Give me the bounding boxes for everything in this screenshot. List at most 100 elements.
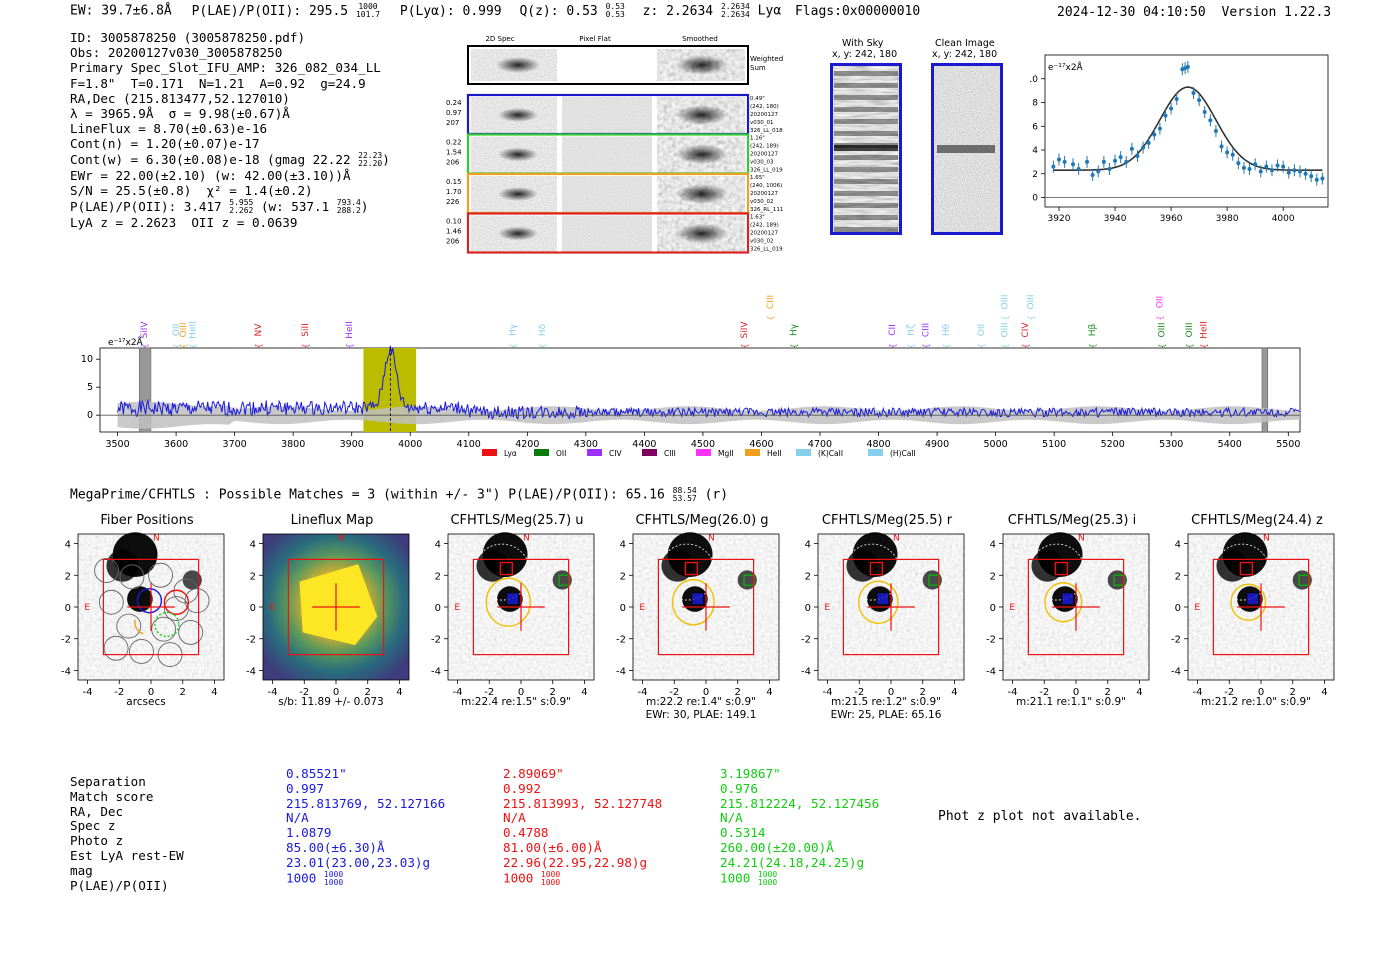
weighted-sum-label-2: Sum (750, 64, 766, 72)
sky-stripe (834, 227, 898, 232)
cutout-x-tick-label: -4 (453, 687, 463, 698)
spectrum-line-bracket: { (301, 343, 310, 348)
spectrum-x-tick-label: 4700 (808, 439, 832, 450)
spectrum-x-tick-label: 4500 (691, 439, 715, 450)
cutout-image: N E -4 -4 -2 -2 0 0 2 2 4 4 (986, 532, 1150, 698)
match-box-red (869, 561, 884, 576)
spectrum-line-label: OIII (1157, 322, 1167, 337)
spec2d-row-right-stat: 20200127 (750, 112, 778, 118)
zoom-y-tick-label: 10 (1030, 75, 1038, 85)
aperture-ellipse (1102, 565, 1132, 595)
spectrum-line-bracket: { (1156, 315, 1165, 320)
spectrum-line-label: OII (172, 324, 182, 336)
info-ewr: EWr = 22.00(±2.10) (w: 42.00(±3.10))Å (70, 168, 351, 184)
cutout-y-tick-label: 0 (620, 603, 626, 614)
match-box-blue (876, 592, 890, 606)
cutout-x-tick-label: 0 (1258, 687, 1264, 698)
plae-range: 1000 101.7 (355, 2, 381, 19)
fiber-circle (103, 635, 129, 661)
spectrum-line-bracket: { (172, 343, 181, 348)
cutout-x-tick-label: 0 (703, 687, 709, 698)
spec2d-smoothed-source (676, 144, 728, 165)
match-ellipse (1044, 582, 1083, 623)
spectrum-line-label: NV (254, 323, 264, 337)
zoom-data-point (1152, 132, 1157, 137)
cutout-image: N E -4 -4 -2 -2 0 0 2 2 4 4 (801, 532, 965, 698)
compass-e: E (84, 603, 90, 613)
spectrum-line-bracket: { (188, 343, 197, 348)
spec2d-row-right-stat: v030_03 (750, 160, 774, 166)
sky-stripe (834, 203, 898, 208)
cutout-x-tick-label: -2 (854, 687, 864, 698)
spec2d-row-right-stat: 20200127 (750, 152, 778, 158)
match-ellipse (1230, 583, 1267, 621)
spec2d-row-right-stat: 1.63" (750, 215, 765, 221)
spectrum-x-tick-label: 4900 (925, 439, 949, 450)
zoom-data-point (1309, 174, 1314, 179)
cutout-x-tick-label: 4 (581, 687, 587, 698)
match-column: 0.85521" 0.997 215.813769, 52.127166 N/A 1.0… (286, 766, 445, 887)
cutout-x-tick-label: -2 (484, 687, 494, 698)
zoom-data-point (1247, 167, 1252, 171)
timestamp: 2024-12-30 04:10:50 (1057, 5, 1206, 20)
zoom-data-point (1141, 145, 1146, 150)
cutout-image: N E -4 -4 -2 -2 0 0 2 2 4 4 (61, 532, 225, 698)
spectrum-line-bracket: { (538, 343, 547, 348)
info-lineflux: LineFlux = 8.70(±0.63)e-16 (70, 121, 268, 137)
spec2d-row-left-stat: 1.70 (446, 188, 462, 196)
cutout-y-tick-label: -4 (61, 666, 71, 677)
search-box (1027, 558, 1125, 656)
zoom-data-point (1076, 167, 1081, 171)
match-table-labels: Separation Match score RA, Dec Spec z Ph… (70, 774, 184, 893)
sky-stripe (834, 191, 898, 196)
spectrum-x-tick-label: 4300 (574, 439, 598, 450)
spectrum-line-label: OII (977, 324, 987, 336)
spectrum-line-label: CIII (921, 323, 931, 337)
spectrum-line-bracket: { (254, 343, 263, 348)
zoom-data-point (1219, 144, 1224, 149)
cutout-y-tick-label: 4 (250, 540, 256, 551)
spectrum-line-label: Hβ (1088, 323, 1098, 336)
with-sky-image (830, 63, 902, 235)
spectrum-line-label: OIII (1000, 322, 1010, 337)
match-cell: 24.21(24.18,24.25)g (720, 854, 865, 870)
compass-n: N (893, 533, 900, 543)
spec2d-row-right-stat: 20200127 (750, 191, 778, 197)
cutout-x-tick-label: 0 (333, 687, 339, 698)
cutout-title: CFHTLS/Meg(25.5) r (821, 513, 953, 528)
zoom-data-point (1107, 167, 1112, 171)
cutout-caption: s/b: 11.89 +/- 0.073 (278, 696, 384, 708)
zoom-data-point (1090, 172, 1095, 177)
spectrum-y-tick-label: 5 (87, 382, 93, 393)
fiber-orange (134, 619, 144, 635)
zoom-data-point (1197, 98, 1202, 103)
spectrum-line-bracket: { (1088, 343, 1097, 348)
cutout-x-tick-label: 2 (365, 687, 371, 698)
cutout-y-tick-label: -4 (431, 666, 441, 677)
spectrum-x-tick-label: 4100 (457, 439, 481, 450)
cutout-x-tick-label: -2 (299, 687, 309, 698)
fiber-circle (178, 619, 204, 645)
zoom-data-point (1241, 165, 1246, 170)
label-photo-z: Photo z (70, 833, 124, 849)
cutout-y-tick-label: -2 (431, 635, 441, 646)
match-ellipse (485, 577, 532, 627)
summary-header: EW: 39.7±6.8Å P(LAE)/P(OII): 295.5 1000 1… (70, 3, 920, 19)
z-value: z: 2.2634 (642, 3, 714, 19)
zoom-data-point (1208, 118, 1213, 123)
cutout-x-tick-label: 4 (951, 687, 957, 698)
search-box (842, 558, 940, 656)
zoom-data-point (1185, 64, 1190, 69)
spectrum-line-label: SiII (301, 323, 311, 337)
spectrum-x-tick-label: 5400 (1218, 439, 1242, 450)
info-contn: Cont(n) = 1.20(±0.07)e-17 (70, 136, 260, 152)
spectrum-x-tick-label: 3700 (223, 439, 247, 450)
timestamp-version: 2024-12-30 04:10:50 Version 1.22.3 (1057, 5, 1331, 20)
spectrum-y-tick-label: 10 (81, 354, 93, 365)
cutout-y-tick-label: 4 (805, 540, 811, 551)
fiber-circle (129, 638, 154, 664)
compass-n: N (338, 533, 345, 543)
cutout-y-tick-label: 2 (805, 571, 811, 582)
zoom-data-point (1264, 164, 1269, 169)
cutout-y-tick-label: -4 (246, 666, 256, 677)
